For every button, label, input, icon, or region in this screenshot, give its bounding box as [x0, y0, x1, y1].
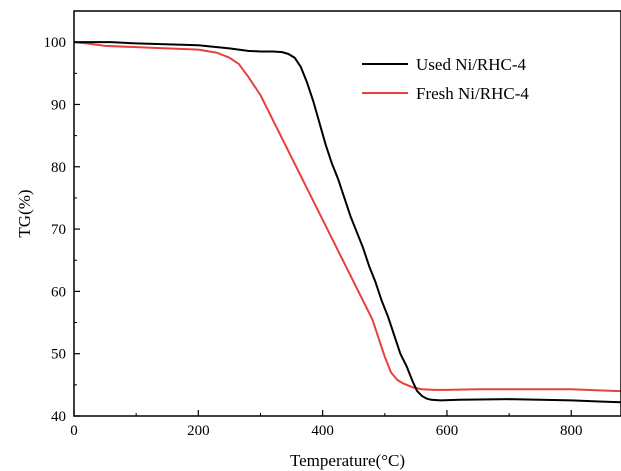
x-tick-label: 200: [187, 423, 210, 439]
x-tick-label: 400: [311, 423, 334, 439]
y-axis-title: TG(%): [15, 189, 34, 237]
x-tick-label: 800: [560, 423, 583, 439]
x-axis: 0 200 400 600 800: [70, 410, 582, 439]
legend: Used Ni/RHC-4 Fresh Ni/RHC-4: [362, 55, 529, 103]
y-tick-label: 100: [44, 35, 67, 51]
legend-label-fresh: Fresh Ni/RHC-4: [416, 84, 529, 103]
y-tick-label: 90: [51, 97, 66, 113]
y-tick-label: 50: [51, 347, 66, 363]
x-tick-label: 0: [70, 423, 78, 439]
series-used-line: [74, 42, 621, 402]
y-tick-label: 60: [51, 284, 66, 300]
y-tick-label: 40: [51, 409, 66, 425]
y-tick-label: 70: [51, 222, 66, 238]
x-tick-label: 600: [436, 423, 459, 439]
plot-area: [74, 11, 621, 416]
x-axis-title: Temperature(°C): [290, 451, 405, 470]
plot-frame: [74, 11, 621, 416]
series-layer: [74, 42, 621, 402]
legend-label-used: Used Ni/RHC-4: [416, 55, 527, 74]
y-tick-label: 80: [51, 160, 66, 176]
series-fresh-line: [74, 42, 621, 391]
